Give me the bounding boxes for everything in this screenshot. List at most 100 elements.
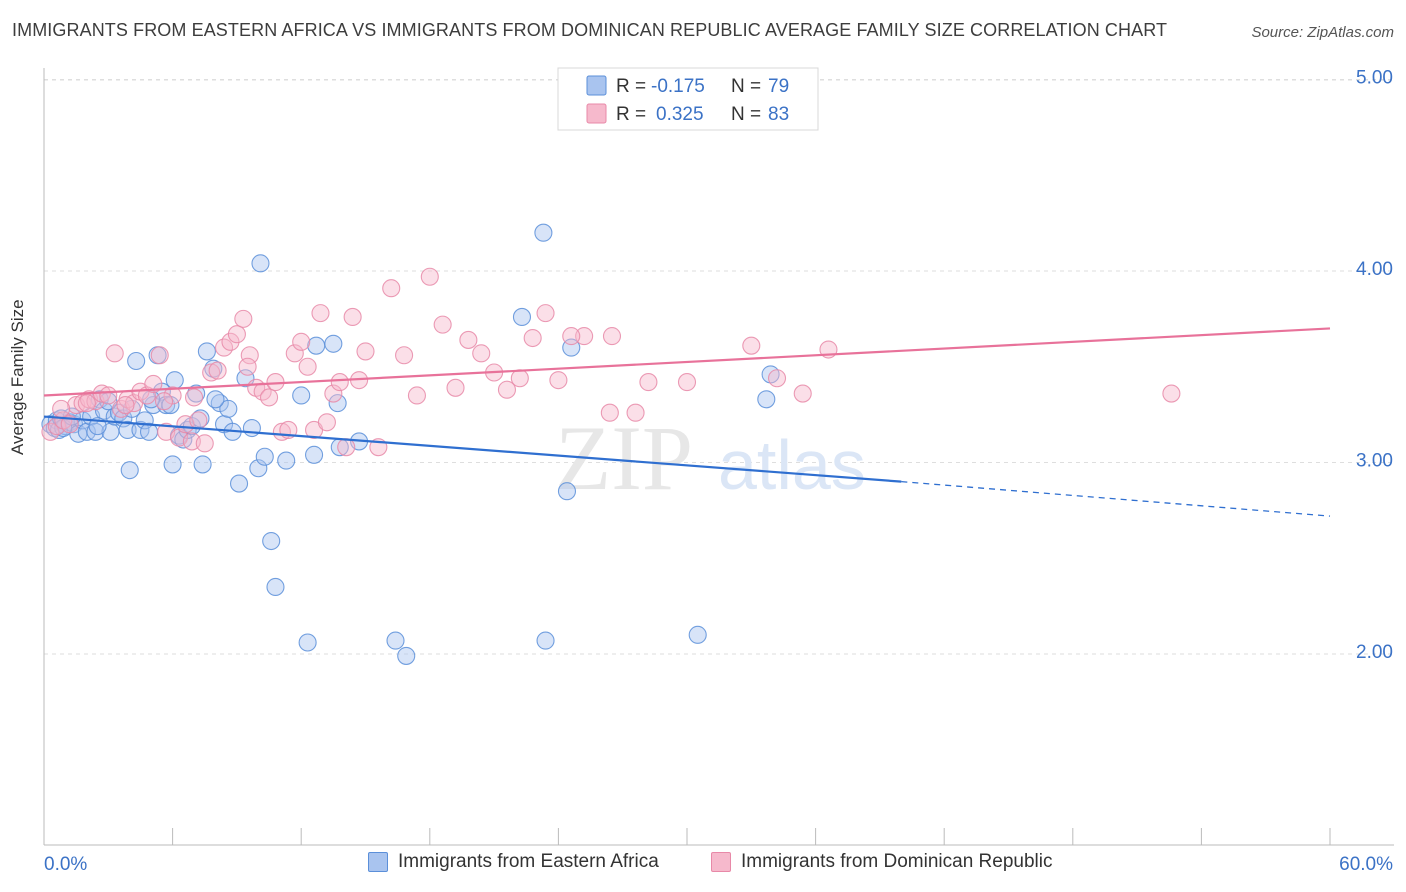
y-tick-labels: 2.00 3.00 4.00 5.00 [1356, 68, 1393, 664]
point-eastern-africa [298, 633, 317, 652]
point-eastern-africa [512, 307, 532, 327]
point-dominican-republic [793, 384, 812, 403]
y-tick-label: 2.00 [1356, 642, 1393, 663]
legend-item-dominican-republic: Immigrants from Dominican Republic [711, 851, 1053, 873]
point-eastern-africa [292, 386, 311, 405]
point-eastern-africa [251, 254, 270, 273]
point-eastern-africa [118, 420, 137, 439]
point-dominican-republic [497, 380, 517, 399]
point-dominican-republic [189, 411, 208, 430]
legend-r-label-pink: R = [616, 104, 646, 125]
x-tick-label-max: 60.0% [1339, 854, 1393, 875]
point-dominican-republic [60, 415, 79, 434]
point-dominican-republic [324, 384, 343, 403]
point-dominican-republic [562, 327, 581, 346]
point-dominican-republic [311, 304, 330, 323]
point-dominican-republic [356, 342, 375, 361]
legend-r-value-blue: -0.175 [651, 76, 705, 97]
point-eastern-africa [534, 223, 553, 242]
point-dominican-republic [227, 325, 246, 344]
point-dominican-republic [602, 327, 622, 346]
point-dominican-republic [144, 374, 163, 394]
trend-line-eastern-africa-extension [901, 481, 1331, 517]
point-dominican-republic [195, 434, 214, 453]
point-dominican-republic [150, 346, 169, 365]
point-dominican-republic [677, 373, 697, 392]
point-dominican-republic [184, 388, 204, 407]
legend-n-label-blue: N = [731, 76, 761, 97]
point-dominican-republic [459, 330, 478, 349]
point-eastern-africa [193, 455, 212, 474]
point-dominican-republic [154, 392, 174, 411]
point-dominican-republic [523, 328, 542, 348]
point-dominican-republic [510, 369, 529, 388]
y-tick-label: 3.00 [1356, 451, 1393, 472]
point-eastern-africa [255, 447, 274, 466]
point-dominican-republic [549, 371, 568, 390]
point-dominican-republic [238, 357, 257, 376]
point-dominican-republic [52, 399, 71, 418]
trend-lines [43, 327, 1331, 517]
legend-n-value-pink: 83 [768, 104, 789, 125]
x-tick-label-min: 0.0% [44, 854, 87, 875]
legend-item-eastern-africa: Immigrants from Eastern Africa [368, 851, 659, 873]
point-dominican-republic [626, 403, 645, 422]
point-dominican-republic [575, 327, 594, 346]
point-dominican-republic [639, 373, 658, 392]
source-label: Source: ZipAtlas.com [1251, 24, 1394, 41]
legend-n-label-pink: N = [731, 104, 761, 125]
point-dominican-republic [77, 394, 96, 413]
point-dominican-republic [330, 373, 349, 392]
point-eastern-africa [397, 646, 416, 665]
point-dominican-republic [536, 304, 555, 323]
point-dominican-republic [202, 363, 221, 382]
y-axis-label: Average Family Size [8, 299, 27, 455]
point-eastern-africa [386, 631, 405, 650]
x-tick-labels: 0.0% 60.0% [44, 854, 1393, 875]
trend-line-eastern-africa [43, 415, 902, 483]
point-dominican-republic [1162, 384, 1181, 403]
axes [43, 68, 1394, 846]
legend-label-eastern-africa: Immigrants from Eastern Africa [398, 851, 659, 872]
point-eastern-africa [277, 451, 296, 470]
point-dominican-republic [272, 422, 291, 441]
point-eastern-africa [163, 455, 182, 474]
legend-swatch-dominican-republic [711, 852, 731, 872]
legend-r-label-blue: R = [616, 76, 646, 97]
point-eastern-africa [266, 577, 285, 597]
point-eastern-africa [688, 625, 707, 644]
legend-label-dominican-republic: Immigrants from Dominican Republic [741, 851, 1053, 872]
point-dominican-republic [600, 403, 619, 422]
point-eastern-africa [206, 390, 225, 409]
point-eastern-africa [262, 531, 281, 551]
point-dominican-republic [240, 346, 259, 365]
point-dominican-republic [105, 344, 124, 363]
point-eastern-africa [229, 474, 249, 493]
point-eastern-africa [757, 390, 776, 409]
point-eastern-africa [536, 631, 555, 650]
legend-swatch-pink [586, 103, 607, 124]
point-dominican-republic [298, 357, 317, 376]
point-eastern-africa [127, 351, 146, 371]
series-legend: Immigrants from Eastern Africa Immigrant… [0, 851, 1406, 877]
point-eastern-africa [165, 371, 184, 390]
point-dominican-republic [472, 344, 491, 363]
point-dominican-republic [208, 361, 227, 380]
point-dominican-republic [292, 332, 311, 351]
point-dominican-republic [221, 332, 240, 351]
point-dominican-republic [116, 395, 135, 415]
point-eastern-africa [557, 482, 577, 501]
point-eastern-africa [219, 399, 238, 418]
point-eastern-africa [324, 334, 343, 353]
trend-line-dominican-republic [43, 327, 1331, 397]
point-dominican-republic [742, 336, 761, 355]
point-dominican-republic [382, 279, 401, 298]
point-dominican-republic [285, 344, 304, 363]
point-dominican-republic [317, 413, 336, 432]
point-dominican-republic [337, 438, 356, 457]
legend-n-value-blue: 79 [768, 76, 789, 97]
point-dominican-republic [395, 346, 414, 365]
point-eastern-africa [328, 394, 347, 413]
y-tick-label: 5.00 [1356, 68, 1393, 89]
